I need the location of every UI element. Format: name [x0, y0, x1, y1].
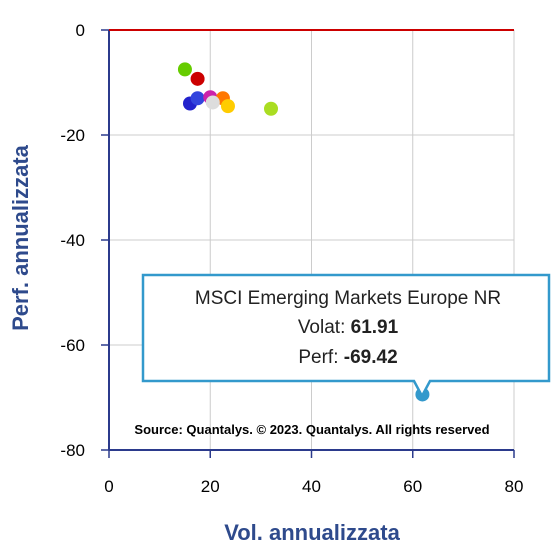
y-tick-label: -20	[60, 126, 85, 145]
tooltip-perf-line: Perf: -69.42	[298, 347, 397, 368]
y-tick-label: -60	[60, 336, 85, 355]
data-point	[177, 62, 192, 77]
data-point	[190, 91, 205, 106]
tooltip-perf-label: Perf:	[298, 347, 338, 368]
x-tick-label: 40	[302, 477, 321, 496]
tooltip-perf-value: -69.42	[344, 347, 398, 368]
data-point	[264, 101, 278, 116]
tooltip-volat-line: Volat: 61.91	[298, 317, 399, 338]
x-tick-label: 60	[403, 477, 422, 496]
tooltip-box	[141, 273, 551, 399]
data-point	[205, 95, 220, 110]
x-tick-label: 80	[505, 477, 524, 496]
y-tick-label: -40	[60, 231, 85, 250]
tick-labels: 0 20 40 60 80 0 -20 -40 -60 -80	[60, 21, 523, 496]
tooltip: MSCI Emerging Markets Europe NR Volat: 6…	[141, 273, 551, 399]
tooltip-volat-value: 61.91	[351, 317, 399, 338]
x-axis-title: Vol. annualizzata	[224, 520, 400, 545]
y-tick-label: 0	[76, 21, 85, 40]
y-tick-label: -80	[60, 441, 85, 460]
x-tick-label: 0	[104, 477, 113, 496]
axes	[101, 29, 515, 458]
source-credit: Source: Quantalys. © 2023. Quantalys. Al…	[134, 422, 489, 437]
tooltip-volat-label: Volat:	[298, 317, 346, 338]
x-tick-label: 20	[201, 477, 220, 496]
y-axis-title: Perf. annualizzata	[8, 144, 33, 331]
grid-lines	[109, 30, 515, 451]
data-point	[220, 99, 235, 114]
tooltip-series-name: MSCI Emerging Markets Europe NR	[195, 288, 501, 309]
data-point	[190, 71, 205, 86]
